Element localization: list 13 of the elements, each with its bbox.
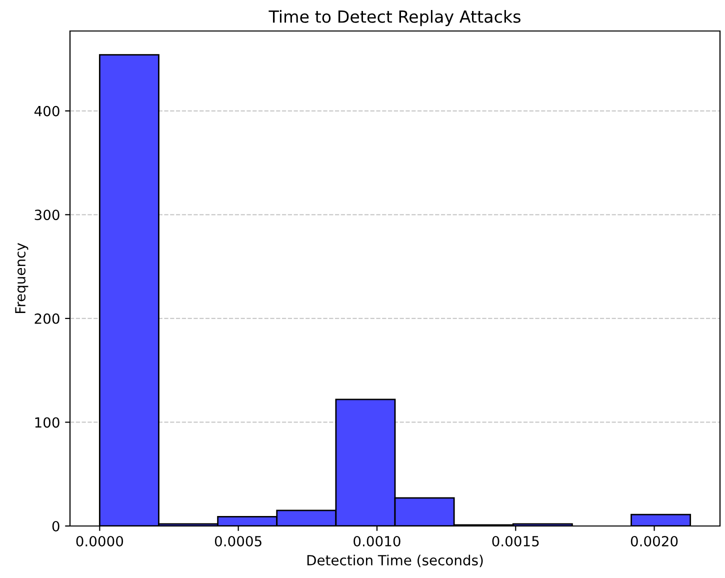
y-tick-label: 300 [34,210,60,220]
y-tick-label: 200 [34,313,60,324]
x-axis-title: Detection Time (seconds) [307,554,483,568]
x-tick-label: 0.0010 [354,536,400,546]
y-tick-label: 100 [35,417,60,428]
y-tick-label: 400 [34,106,60,116]
x-tick-label: 0.0000 [76,536,124,546]
y-axis-title: Frequency [15,243,28,314]
y-tick-label: 0 [52,520,60,532]
x-tick-label: 0.0015 [492,536,539,546]
x-tick-label: 0.0020 [630,536,678,546]
x-tick-label: 0.0005 [214,536,262,546]
chart-title: Time to Detect Replay Attacks [268,10,520,26]
